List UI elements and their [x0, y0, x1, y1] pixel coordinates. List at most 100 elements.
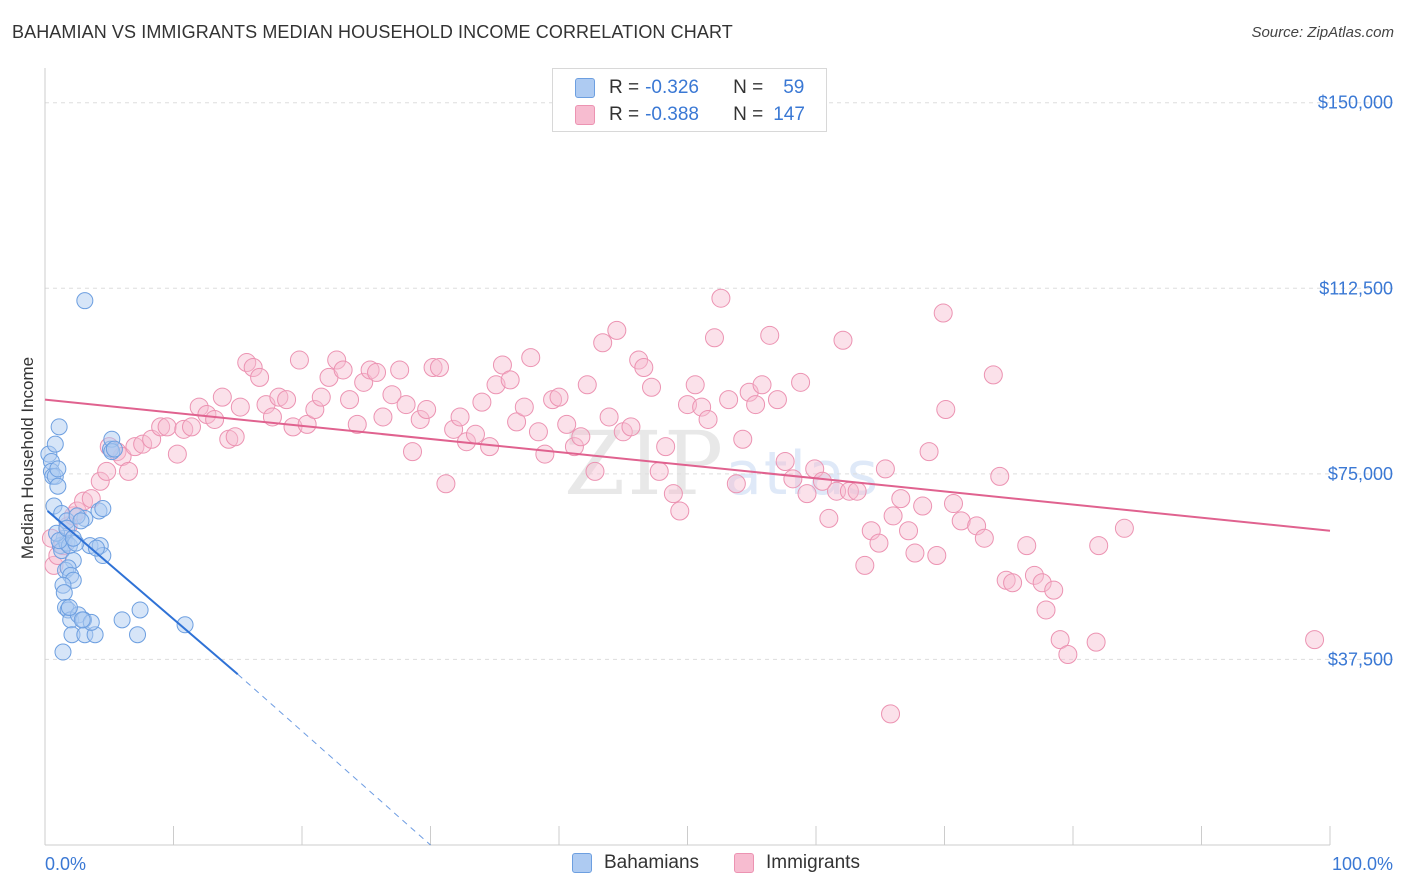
- immigrants-point: [486, 375, 506, 395]
- immigrants-point: [767, 390, 787, 410]
- x-tick-label: 0.0%: [45, 854, 86, 874]
- immigrants-point: [883, 506, 903, 526]
- immigrants-point: [698, 409, 718, 429]
- legend-row-bahamians: R = -0.326 N = 59: [575, 76, 804, 100]
- immigrants-point: [1086, 632, 1106, 652]
- bahamians-points: [40, 292, 194, 661]
- immigrants-point: [861, 521, 881, 541]
- legend-item-immigrants[interactable]: Immigrants: [734, 852, 860, 874]
- immigrants-point: [243, 357, 263, 377]
- bahamians-point: [46, 435, 64, 453]
- immigrants-point: [119, 461, 139, 481]
- immigrants-point: [396, 395, 416, 415]
- immigrants-point: [881, 704, 901, 724]
- immigrants-point: [305, 400, 325, 420]
- immigrants-point: [535, 444, 555, 464]
- bahamians-point: [60, 598, 78, 616]
- n-value: 59: [783, 77, 805, 98]
- immigrants-point: [450, 407, 470, 427]
- immigrants-point: [593, 333, 613, 353]
- bahamians-point: [129, 626, 147, 644]
- immigrants-point: [297, 414, 317, 434]
- bahamians-point: [55, 584, 73, 602]
- immigrants-point: [157, 417, 177, 437]
- immigrants-point: [933, 303, 953, 323]
- immigrants-point: [333, 360, 353, 380]
- n-label: N =: [733, 104, 764, 125]
- immigrants-point: [444, 419, 464, 439]
- r-label: R =: [609, 77, 640, 98]
- immigrants-point: [1058, 644, 1078, 664]
- pink-swatch: [734, 853, 754, 873]
- immigrants-point: [607, 320, 627, 340]
- n-value: 147: [773, 104, 805, 125]
- immigrants-point: [1003, 573, 1023, 593]
- immigrants-point: [733, 429, 753, 449]
- immigrants-point: [429, 357, 449, 377]
- r-label: R =: [609, 104, 640, 125]
- series-legend: Bahamians Immigrants: [0, 852, 1406, 878]
- immigrants-point: [577, 375, 597, 395]
- immigrants-point: [367, 362, 387, 382]
- immigrants-point: [704, 328, 724, 348]
- bahamians-point: [176, 616, 194, 634]
- r-value: -0.388: [645, 104, 699, 125]
- immigrants-point: [1024, 565, 1044, 585]
- immigrants-point: [133, 434, 153, 454]
- immigrants-point: [875, 459, 895, 479]
- bahamians-point: [49, 460, 67, 478]
- source-label: Source: ZipAtlas.com: [1251, 24, 1394, 41]
- bahamians-point: [94, 500, 112, 518]
- immigrants-point: [670, 501, 690, 521]
- immigrants-point: [205, 409, 225, 429]
- immigrants-point: [649, 461, 669, 481]
- immigrants-point: [905, 543, 925, 563]
- immigrants-point: [167, 444, 187, 464]
- immigrants-point: [711, 288, 731, 308]
- y-tick-label: $37,500: [1328, 649, 1393, 669]
- immigrants-point: [382, 385, 402, 405]
- immigrants-point: [564, 437, 584, 457]
- immigrants-point: [775, 452, 795, 471]
- immigrants-point: [289, 350, 309, 370]
- immigrants-point: [927, 546, 947, 566]
- legend-label: Bahamians: [604, 852, 700, 873]
- immigrants-point: [869, 533, 889, 553]
- immigrants-point: [549, 387, 569, 407]
- immigrants-point: [634, 357, 654, 377]
- immigrants-point: [783, 469, 803, 489]
- y-tick-label: $75,000: [1328, 464, 1393, 484]
- legend-item-bahamians[interactable]: Bahamians: [572, 852, 699, 874]
- y-axis-label: Median Household Income: [18, 357, 37, 559]
- bahamians-point: [50, 418, 68, 436]
- immigrants-point: [97, 461, 117, 481]
- immigrants-point: [354, 372, 374, 392]
- immigrants-point: [269, 387, 289, 407]
- immigrants-point: [230, 397, 250, 417]
- immigrants-point: [1032, 573, 1052, 593]
- bahamians-point: [87, 539, 105, 557]
- legend-label: Immigrants: [766, 852, 860, 873]
- immigrants-point: [125, 437, 145, 457]
- immigrants-point: [90, 471, 110, 491]
- immigrants-point: [571, 427, 591, 447]
- blue-swatch: [575, 78, 595, 98]
- immigrants-point: [1305, 630, 1325, 650]
- immigrants-point: [514, 397, 534, 417]
- immigrants-point: [500, 370, 520, 390]
- immigrants-point: [819, 508, 839, 528]
- immigrants-points: [41, 288, 1325, 724]
- immigrants-point: [847, 481, 867, 501]
- immigrants-point: [983, 365, 1003, 385]
- immigrants-point: [521, 348, 541, 368]
- immigrants-point: [417, 400, 437, 420]
- correlation-legend: R = -0.326 N = 59 R = -0.388 N = 147: [552, 68, 827, 132]
- y-tick-label: $150,000: [1318, 93, 1393, 113]
- immigrants-point: [692, 397, 712, 417]
- immigrants-point: [174, 419, 194, 439]
- immigrants-point: [327, 350, 347, 370]
- immigrants-point: [951, 511, 971, 531]
- immigrants-point: [277, 390, 297, 410]
- immigrants-point: [967, 516, 987, 536]
- immigrants-point: [373, 407, 393, 427]
